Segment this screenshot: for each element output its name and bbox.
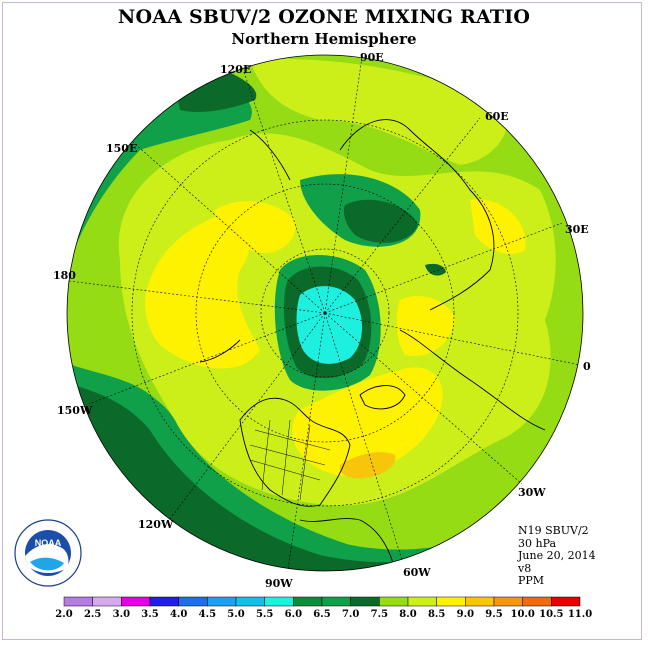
colorbar-tick-label: 5.0: [227, 609, 244, 620]
colorbar-swatch: [92, 596, 122, 607]
field-8-5-pacific: [145, 213, 260, 369]
north-america-coast: [239, 397, 351, 507]
colorbar-tick-label: 5.5: [256, 609, 273, 620]
figure-frame: [2, 2, 642, 640]
colorbar-swatch: [522, 596, 552, 607]
colorbar-swatch: [63, 596, 93, 607]
lon-label-60w: 60W: [403, 566, 431, 579]
colorbar-swatch: [293, 596, 323, 607]
colorbar-swatch: [407, 596, 437, 607]
lon-label-90e: 90E: [360, 51, 384, 64]
map-title: NOAA SBUV/2 OZONE MIXING RATIO: [117, 6, 531, 28]
colorbar-tick-label: 11.0: [568, 609, 592, 620]
colorbar-swatch: [264, 596, 294, 607]
colorbar-swatch: [350, 596, 380, 607]
colorbar-tick-label: 7.0: [342, 609, 359, 620]
field-8-5-europe: [396, 296, 455, 356]
field-9-0: [339, 452, 396, 479]
field-7-0-west: [67, 160, 77, 260]
info-block: N19 SBUV/2 30 hPa June 20, 2014 v8 PPM: [518, 524, 596, 588]
kamchatka-coast: [249, 129, 291, 181]
colorbar-tick-label: 9.0: [457, 609, 474, 620]
colorbar-tick-label: 2.5: [84, 609, 101, 620]
info-version: v8: [518, 561, 532, 575]
colorbar-swatch: [493, 596, 523, 607]
info-date: June 20, 2014: [518, 549, 596, 562]
lon-label-150w: 150W: [57, 404, 93, 417]
field-7-0-spot: [425, 263, 446, 276]
colorbar-tick-label: 6.5: [313, 609, 330, 620]
us-state-lines: [249, 419, 331, 501]
lon-label-150e: 150E: [106, 142, 137, 155]
colorbar-tick-label: 2.0: [55, 609, 72, 620]
field-5-5-pole: [296, 286, 363, 364]
alaska-coast: [199, 339, 241, 363]
colorbar-swatch: [207, 596, 237, 607]
logo-text: NOAA: [35, 538, 62, 548]
colorbar-swatch: [436, 596, 466, 607]
colorbar-swatch: [178, 596, 208, 607]
colorbar-swatch: [321, 596, 351, 607]
colorbar-tick-label: 10.5: [539, 609, 563, 620]
colorbar-tick-label: 3.0: [113, 609, 130, 620]
coastlines: [199, 119, 546, 571]
central-america-coast: [299, 518, 396, 571]
eurasia-coast: [339, 119, 495, 311]
colorbar-tick-label: 10.0: [510, 609, 534, 620]
colorbar-tick-label: 4.5: [199, 609, 216, 620]
field-8-5-asia: [215, 201, 296, 254]
graticule: [68, 56, 581, 571]
logo-water: [30, 557, 64, 571]
map-subtitle: Northern Hemisphere: [231, 30, 417, 48]
field-8-5-east: [470, 199, 526, 255]
lon-label-0: 0: [583, 360, 591, 373]
colorbar-tick-label: 4.0: [170, 609, 187, 620]
map-boundary: [66, 54, 584, 572]
colorbar-swatch: [121, 596, 151, 607]
colorbar-swatch: [379, 596, 409, 607]
field-7-0-siberia: [343, 199, 418, 243]
lon-label-90w: 90W: [265, 577, 293, 590]
europe-africa-coast: [399, 329, 546, 431]
lon-label-120w: 120W: [138, 518, 174, 531]
colorbar-swatch: [551, 596, 581, 607]
colorbar-swatch: [235, 596, 265, 607]
info-level: 30 hPa: [518, 536, 557, 550]
info-satellite: N19 SBUV/2: [518, 524, 589, 537]
lon-label-30e: 30E: [565, 223, 589, 236]
colorbar-tick-label: 9.5: [485, 609, 502, 620]
colorbar-swatch: [465, 596, 495, 607]
greenland-coast: [359, 385, 406, 410]
colorbar-tick-label: 8.5: [428, 609, 445, 620]
colorbar-tick-label: 8.0: [399, 609, 416, 620]
colorbar-swatch: [149, 596, 179, 607]
noaa-logo: NOAA: [14, 519, 82, 587]
colorbar-tick-label: 3.5: [141, 609, 158, 620]
lon-label-120e: 120E: [220, 63, 251, 76]
info-units: PPM: [518, 574, 545, 587]
field-8-0-north: [250, 59, 508, 165]
colorbar-tick-label: 6.0: [285, 609, 302, 620]
lon-label-60e: 60E: [485, 110, 509, 123]
colorbar: 2.0 2.5 3.0 3.5 4.0 4.5 5.0 5.5 6.0 6.5 7.0 7.5 8.0 8…: [55, 596, 592, 620]
lon-label-30w: 30W: [518, 486, 546, 499]
colorbar-tick-label: 7.5: [371, 609, 388, 620]
lon-label-180: 180: [53, 269, 76, 282]
